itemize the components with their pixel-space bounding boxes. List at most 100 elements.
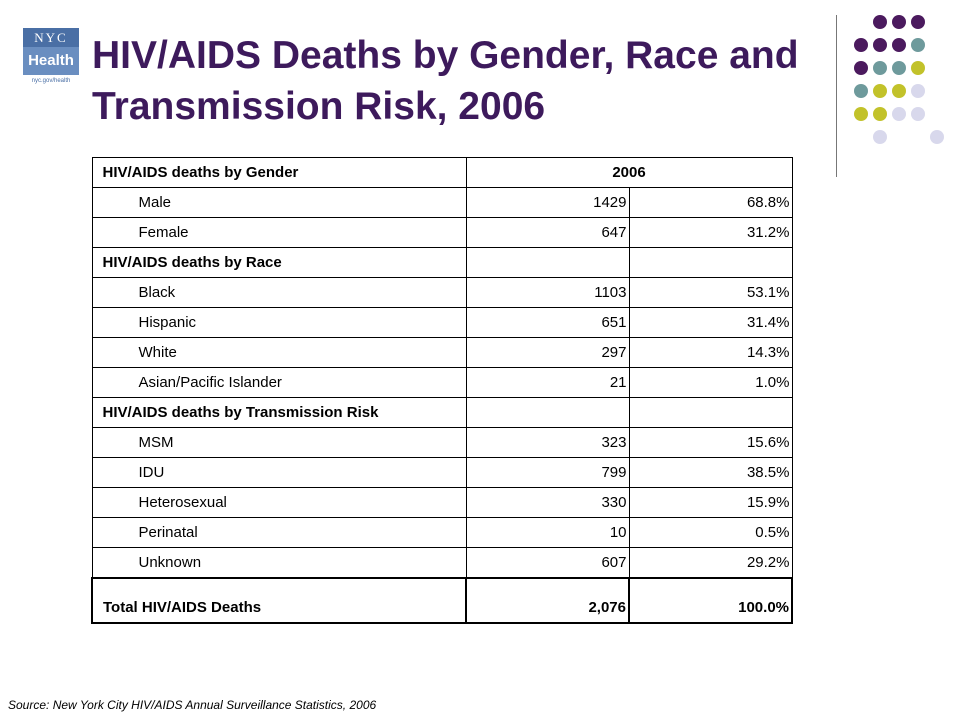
decorative-dot [873,15,887,29]
row-label: White [138,344,177,361]
logo-middle-text: Health [23,47,79,75]
table-row: Perinatal 10 0.5% [91,517,793,548]
total-count-cell: 2,076 [465,577,630,624]
percent-value: 29.2% [746,554,790,571]
row-label-cell: Unknown [91,547,467,579]
percent-cell: 53.1% [628,277,793,308]
table-row: HIV/AIDS deaths by Transmission Risk [91,397,793,428]
percent-cell: 31.2% [628,217,793,248]
decorative-dot [873,61,887,75]
row-label: Hispanic [138,314,197,331]
percent-cell: 0.5% [628,517,793,548]
row-label: Male [138,194,172,211]
slide-title: HIV/AIDS Deaths by Gender, Race and Tran… [92,34,799,128]
count-value: 21 [609,374,627,391]
count-value: 607 [601,554,627,571]
row-label: Female [138,224,189,241]
row-label-cell: Male [91,187,467,218]
percent-cell: 1.0% [628,367,793,398]
percent-value: 1.0% [755,374,790,391]
percent-cell: 68.8% [628,187,793,218]
row-label: HIV/AIDS deaths by Transmission Risk [102,404,379,421]
count-cell: 323 [465,427,630,458]
count-value: 297 [601,344,627,361]
row-label-cell: Black [91,277,467,308]
decorative-dot [854,107,868,121]
percent-cell [628,397,793,428]
count-cell: 607 [465,547,630,579]
percent-value: 38.5% [746,464,790,481]
count-value: 323 [601,434,627,451]
table-row: Female 647 31.2% [91,217,793,248]
row-label-cell: HIV/AIDS deaths by Transmission Risk [91,397,467,428]
row-label-cell: Asian/Pacific Islander [91,367,467,398]
total-percent-cell: 100.0% [628,577,793,624]
count-cell: 330 [465,487,630,518]
table-row: White 297 14.3% [91,337,793,368]
table-row: HIV/AIDS deaths by Race [91,247,793,278]
count-cell: 651 [465,307,630,338]
count-cell: 21 [465,367,630,398]
gender-header-cell: HIV/AIDS deaths by Gender [91,157,467,188]
count-cell: 297 [465,337,630,368]
decorative-dot [892,84,906,98]
row-label: Asian/Pacific Islander [138,374,282,391]
decorative-dot [854,38,868,52]
decorative-dot [892,61,906,75]
percent-cell: 31.4% [628,307,793,338]
percent-value: 15.9% [746,494,790,511]
decorative-dot [911,84,925,98]
decorative-dot [892,107,906,121]
decorative-dot [873,38,887,52]
count-value: 799 [601,464,627,481]
decorative-dot [911,15,925,29]
percent-value: 14.3% [746,344,790,361]
vertical-divider [836,15,837,177]
percent-value: 31.4% [746,314,790,331]
logo-bottom-text: nyc.gov/health [31,78,71,84]
table-row: Asian/Pacific Islander 21 1.0% [91,367,793,398]
percent-cell: 15.6% [628,427,793,458]
total-label-cell: Total HIV/AIDS Deaths [91,577,467,624]
row-label-cell: White [91,337,467,368]
table-row: Male 1429 68.8% [91,187,793,218]
count-value: 330 [601,494,627,511]
row-label-cell: HIV/AIDS deaths by Race [91,247,467,278]
decorative-dot [854,84,868,98]
decorative-dot [873,130,887,144]
row-label: Unknown [138,554,202,571]
count-value: 647 [601,224,627,241]
row-label-cell: Heterosexual [91,487,467,518]
row-label: Heterosexual [138,494,227,511]
percent-cell: 15.9% [628,487,793,518]
count-cell: 647 [465,217,630,248]
row-label-cell: IDU [91,457,467,488]
row-label: HIV/AIDS deaths by Race [102,254,282,271]
count-value: 1429 [593,194,627,211]
source-note: Source: New York City HIV/AIDS Annual Su… [8,698,377,712]
section-label: HIV/AIDS deaths by Gender [102,164,299,181]
decorative-dot [911,61,925,75]
decorative-dot [873,107,887,121]
table-row: IDU 799 38.5% [91,457,793,488]
count-cell: 1429 [465,187,630,218]
nyc-health-logo: NYC Health nyc.gov/health [23,28,79,88]
decorative-dot [911,38,925,52]
logo-top-text: NYC [23,28,79,47]
decorative-dot [854,61,868,75]
deaths-table: HIV/AIDS deaths by Gender 2006 Male 1429 6… [91,157,793,624]
percent-value: 68.8% [746,194,790,211]
decorative-dot [930,130,944,144]
percent-value: 15.6% [746,434,790,451]
count-value: 10 [609,524,627,541]
row-label: Black [138,284,176,301]
decorative-dot [873,84,887,98]
table-row: Unknown 607 29.2% [91,547,793,579]
percent-cell: 14.3% [628,337,793,368]
total-count: 2,076 [588,599,626,616]
percent-cell: 38.5% [628,457,793,488]
decorative-dot-grid [854,15,944,144]
row-label: MSM [138,434,174,451]
table-row: Black 1103 53.1% [91,277,793,308]
percent-value: 0.5% [755,524,790,541]
